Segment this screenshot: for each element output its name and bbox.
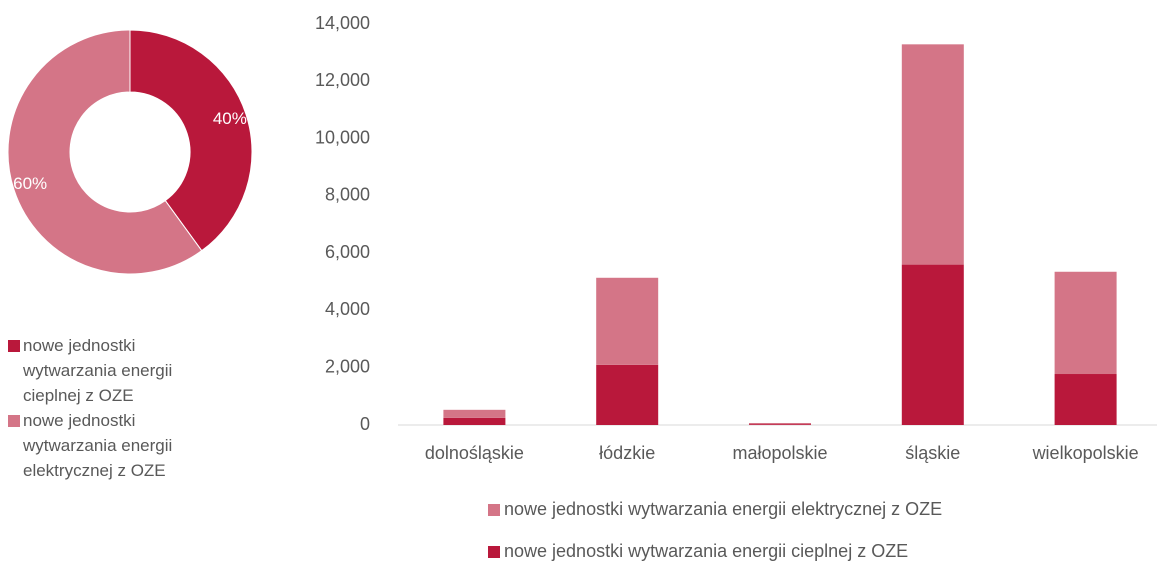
donut-slice bbox=[129, 29, 253, 252]
legend-swatch bbox=[8, 340, 20, 352]
y-tick-label: 4,000 bbox=[325, 299, 370, 319]
bar-segment bbox=[596, 364, 659, 425]
data-label: 40% bbox=[213, 109, 247, 128]
legend-label: nowe jednostki wytwarzania energii elekt… bbox=[23, 411, 173, 480]
x-tick-label: łódzkie bbox=[599, 443, 655, 463]
bar-segment bbox=[443, 409, 506, 418]
bar-segment bbox=[901, 44, 964, 265]
x-tick-label: małopolskie bbox=[732, 443, 827, 463]
donut-slice bbox=[7, 29, 203, 275]
legend-label: nowe jednostki wytwarzania energii ciepl… bbox=[504, 541, 908, 561]
y-tick-label: 10,000 bbox=[315, 127, 370, 147]
y-tick-label: 2,000 bbox=[325, 356, 370, 376]
bar-segment bbox=[749, 424, 811, 425]
data-label: 60% bbox=[13, 174, 47, 193]
legend-swatch bbox=[488, 546, 500, 558]
y-tick-label: 14,000 bbox=[315, 13, 370, 33]
bar-segment bbox=[443, 417, 506, 425]
bar-segment bbox=[1054, 271, 1117, 375]
x-tick-label: wielkopolskie bbox=[1032, 443, 1139, 463]
y-tick-label: 0 bbox=[360, 414, 370, 434]
legend-label: nowe jednostki wytwarzania energii ciepl… bbox=[23, 336, 173, 405]
y-tick-label: 8,000 bbox=[325, 185, 370, 205]
y-tick-label: 12,000 bbox=[315, 70, 370, 90]
bar-segment bbox=[749, 422, 811, 425]
legend-swatch bbox=[8, 415, 20, 427]
donut-legend: nowe jednostki wytwarzania energii ciepl… bbox=[8, 333, 208, 483]
y-tick-label: 6,000 bbox=[325, 242, 370, 262]
bar-segment bbox=[596, 277, 659, 365]
legend-item: nowe jednostki wytwarzania energii elekt… bbox=[8, 408, 208, 483]
legend-swatch bbox=[488, 504, 500, 516]
x-tick-label: dolnośląskie bbox=[425, 443, 524, 463]
legend-item: nowe jednostki wytwarzania energii ciepl… bbox=[8, 333, 208, 408]
bar-segment bbox=[1054, 374, 1117, 425]
legend-label: nowe jednostki wytwarzania energii elekt… bbox=[504, 499, 942, 519]
x-tick-label: śląskie bbox=[905, 443, 960, 463]
bar-segment bbox=[901, 264, 964, 425]
